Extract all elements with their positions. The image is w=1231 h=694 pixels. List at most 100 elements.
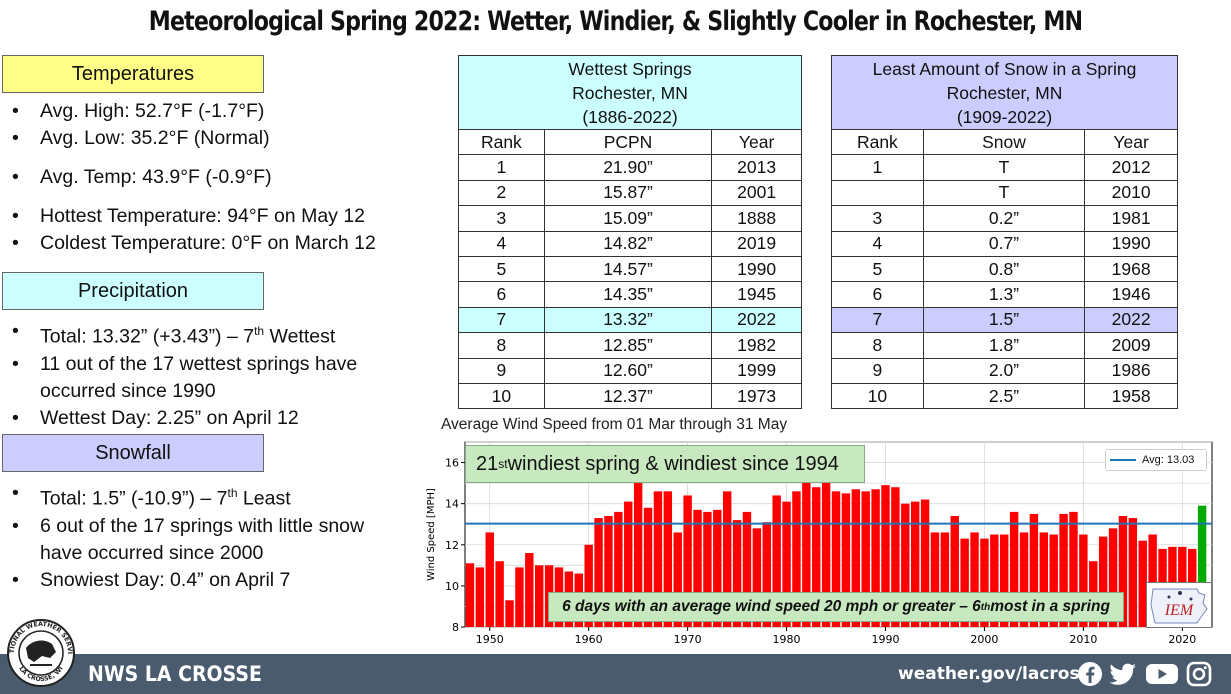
bar (990, 534, 999, 627)
table-row: 3 0.2” 1981 (831, 205, 1178, 232)
table-row: 10 12.37” 1973 (458, 382, 802, 410)
y-tick-label: 8 (452, 621, 459, 634)
table-cell: 14.35” (543, 281, 713, 308)
table-row: 8 1.8” 2009 (831, 332, 1178, 359)
bar (485, 532, 494, 627)
wettest-table-body: Rank PCPN Year 1 21.90” 2013 2 15.87” 2001 3 15.09… (458, 128, 802, 410)
bar (475, 567, 485, 627)
list-item: Coldest Temperature: 0°F on March 12 (10, 230, 430, 257)
table-cell: 2001 (711, 179, 802, 207)
list-item: Avg. High: 52.7°F (-1.7°F) (10, 98, 430, 125)
x-tick-label: 2020 (1168, 633, 1196, 646)
list-item: Total: 1.5” (-10.9”) – 7th Least (10, 480, 410, 513)
bar (624, 501, 633, 627)
bar (762, 522, 771, 627)
bar (1000, 534, 1009, 627)
precipitation-list: Total: 13.32” (+3.43”) – 7th Wettest 11 … (10, 318, 410, 432)
bar (861, 491, 870, 627)
bar (1019, 532, 1029, 627)
y-tick-label: 10 (445, 580, 459, 593)
bar (633, 472, 643, 627)
iem-logo: IEM (1146, 582, 1212, 628)
table-cell: 5 (831, 255, 924, 283)
bar (1069, 511, 1078, 627)
list-item: 11 out of the 17 wettest springs have oc… (10, 351, 410, 405)
bar (584, 544, 593, 627)
table-cell: 2009 (1084, 332, 1178, 359)
table-cell: 6 (831, 281, 924, 308)
table-cell: 2019 (711, 230, 802, 257)
table-cell: 2022 (1084, 306, 1178, 334)
table-cell: 12.60” (543, 357, 713, 384)
twitter-icon[interactable] (1108, 661, 1138, 687)
table-row: 7 1.5” 2022 (831, 306, 1178, 334)
least-snow-table: Least Amount of Snow in a Spring Rochest… (831, 55, 1178, 410)
table-cell: 2 (458, 179, 545, 207)
y-tick-label: 12 (445, 539, 459, 552)
bar (713, 509, 722, 627)
table-cell: 2.0” (922, 357, 1086, 384)
bar (495, 561, 504, 627)
table-cell: 1.3” (922, 281, 1086, 308)
bar (643, 507, 653, 627)
legend-swatch (1110, 459, 1136, 461)
table-row: 7 13.32” 2022 (458, 306, 802, 334)
table-header-row: Rank Snow Year (831, 128, 1178, 156)
list-item: Avg. Temp: 43.9°F (-0.9°F) (10, 164, 430, 191)
table-cell: 4 (458, 230, 545, 257)
table-cell: 1.8” (922, 332, 1086, 359)
bar (1039, 532, 1049, 627)
bar (940, 532, 950, 627)
column-header: Year (1084, 128, 1178, 156)
table-cell: 1973 (711, 382, 802, 410)
table-cell: 1945 (711, 281, 802, 308)
x-tick-label: 1960 (575, 633, 603, 646)
page-title: Meteorological Spring 2022: Wetter, Wind… (148, 6, 1083, 37)
table-cell: 1986 (1084, 357, 1178, 384)
table-cell: 2010 (1084, 179, 1178, 207)
instagram-icon[interactable] (1186, 661, 1212, 687)
table-row: 9 12.60” 1999 (458, 357, 802, 384)
table-cell: 3 (831, 205, 924, 232)
website-link[interactable]: weather.gov/lacrosse (898, 664, 1102, 684)
iem-logo-text: IEM (1164, 602, 1195, 619)
table-cell: 13.32” (543, 306, 713, 334)
bar (1009, 511, 1019, 627)
table-cell: 10 (458, 382, 545, 410)
bar (1108, 528, 1118, 627)
bar (742, 511, 752, 627)
table-row: 2 15.87” 2001 (458, 179, 802, 207)
table-cell: 9 (458, 357, 545, 384)
bar (910, 501, 920, 627)
youtube-icon[interactable] (1145, 661, 1179, 687)
bar (465, 563, 475, 627)
table-row: 1 21.90” 2013 (458, 154, 802, 181)
table-cell: 14.82” (543, 230, 713, 257)
bar (535, 565, 544, 627)
table-row: 8 12.85” 1982 (458, 332, 802, 359)
table-cell: 2.5” (922, 382, 1086, 410)
list-item: Total: 13.32” (+3.43”) – 7th Wettest (10, 318, 410, 351)
x-tick-label: 2010 (1069, 633, 1097, 646)
snowfall-heading: Snowfall (2, 434, 264, 472)
table-cell: 7 (458, 306, 545, 334)
bar (871, 489, 880, 627)
bar (891, 487, 900, 627)
table-cell: 1946 (1084, 281, 1178, 308)
table-cell (831, 179, 924, 207)
bar (594, 518, 603, 627)
bar (722, 491, 732, 627)
table-cell: 6 (458, 281, 545, 308)
table-cell: 3 (458, 205, 545, 232)
bar (950, 516, 959, 627)
bar (663, 491, 673, 627)
bar (505, 600, 514, 627)
table-row: 4 0.7” 1990 (831, 230, 1178, 257)
table-cell: 21.90” (543, 154, 713, 181)
facebook-icon[interactable] (1077, 661, 1103, 687)
bar (1128, 518, 1138, 627)
table-cell: 1990 (711, 255, 802, 283)
office-name: NWS LA CROSSE (88, 662, 262, 686)
column-header: Snow (922, 128, 1086, 156)
table-row: 9 2.0” 1986 (831, 357, 1178, 384)
